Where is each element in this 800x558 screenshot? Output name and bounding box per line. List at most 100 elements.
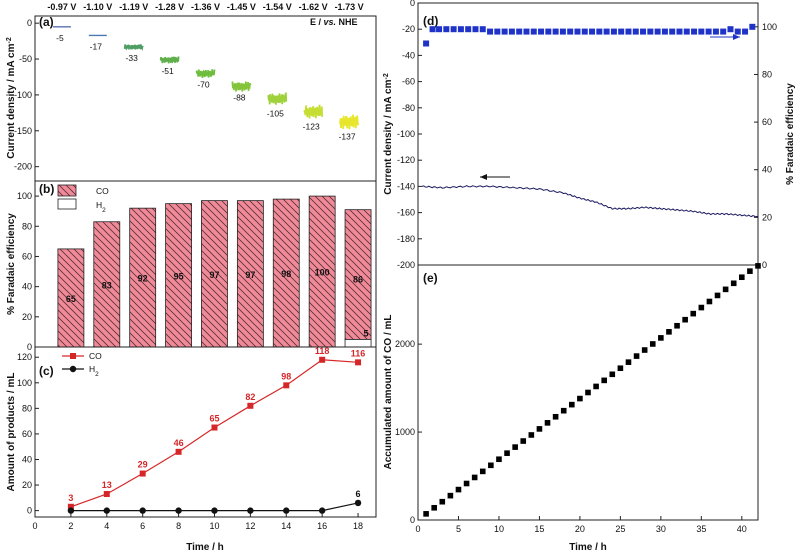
y-tick-label: 120 (17, 352, 32, 362)
y-tick-label: 60 (22, 429, 32, 439)
faradaic-efficiency-point (610, 28, 617, 35)
co-value-label: 118 (315, 346, 330, 356)
faradaic-efficiency-point (749, 23, 756, 30)
co-point (247, 402, 254, 409)
y-tick-label: 0 (410, 0, 415, 8)
panel-c-frame (34, 346, 377, 518)
faradaic-efficiency-point (552, 28, 559, 35)
x-tick-label: 0 (32, 521, 37, 531)
panel-a-frame (34, 15, 377, 182)
faradaic-efficiency-point (530, 28, 537, 35)
panel-b-legend: CO H2 (57, 184, 109, 214)
x-tick-label: 10 (494, 524, 504, 534)
x-tick-label: 2 (68, 521, 73, 531)
x-tick-label: 10 (209, 521, 219, 531)
left-arrow-head (480, 174, 487, 180)
panel-e-x-ticks: 0 5 10 15 20 25 30 35 40 (415, 516, 747, 534)
y-tick-label: -180 (397, 234, 415, 244)
y-tick-label: -100 (14, 90, 32, 100)
potential-label: -1.54 V (263, 2, 292, 12)
potential-label: -1.10 V (83, 2, 112, 12)
co-accumulated-point (722, 286, 729, 293)
h2-point (211, 507, 218, 514)
panel-c-series: 3 13 29 46 65 82 98 118 116 6 (67, 346, 365, 514)
co-point (355, 359, 362, 366)
potential-label: -1.19 V (119, 2, 148, 12)
co-accumulated-point (520, 438, 527, 444)
current-segment (339, 114, 359, 130)
co-accumulated-point (455, 486, 462, 493)
bar-h2-label: 5 (364, 328, 369, 338)
faradaic-efficiency-point (487, 28, 494, 35)
panel-d-frame (417, 2, 759, 266)
y-tick-label: -40 (402, 50, 415, 60)
current-segment (159, 56, 180, 64)
co-value-label: 82 (245, 392, 255, 402)
x-tick-label: 40 (737, 524, 747, 534)
co-point (283, 382, 290, 389)
co-accumulated-point (609, 371, 616, 378)
faradaic-efficiency-point (676, 28, 683, 35)
potential-label: -1.36 V (191, 2, 220, 12)
faradaic-efficiency-point (516, 28, 523, 35)
potential-label: -1.45 V (227, 2, 256, 12)
legend-marker-co (70, 353, 76, 359)
panel-a-label: (a) (39, 15, 54, 29)
co-value-label: 29 (138, 460, 148, 470)
legend-swatch-h2 (57, 198, 77, 210)
faradaic-efficiency-point (559, 28, 566, 35)
panel-e-points (423, 263, 761, 517)
co-accumulated-point (585, 389, 591, 396)
faradaic-efficiency-point (508, 28, 515, 35)
bar-co (272, 198, 300, 348)
y-tick-label: 0 (27, 342, 32, 352)
current-segment (123, 43, 144, 52)
faradaic-efficiency-point (661, 28, 668, 35)
y2-tick-label: 0 (762, 260, 767, 270)
h2-point (139, 507, 146, 514)
panel-b-label: (b) (39, 182, 54, 196)
bar-co-label: 86 (353, 274, 363, 284)
co-value-label: 13 (102, 480, 112, 490)
panel-d-right-y-ticks: 0 20 40 60 80 100 (754, 22, 777, 270)
co-accumulated-point (471, 474, 478, 481)
faradaic-efficiency-point (742, 28, 749, 35)
current-segment (267, 92, 288, 105)
bar-co-label: 92 (138, 274, 148, 284)
h2-point (318, 507, 326, 514)
co-accumulated-point (488, 462, 494, 469)
co-point (319, 356, 326, 363)
y-tick-label: 0 (27, 506, 32, 516)
faradaic-efficiency-point (574, 28, 581, 35)
faradaic-efficiency-point (545, 28, 552, 35)
faradaic-efficiency-point (450, 26, 457, 33)
y-tick-label: -160 (397, 208, 415, 218)
y-tick-label: 60 (22, 251, 32, 261)
potential-label: -1.73 V (335, 2, 364, 12)
faradaic-efficiency-point (429, 26, 436, 33)
co-accumulated-point (706, 298, 713, 305)
bar-co (344, 209, 372, 340)
co-accumulated-point (625, 359, 632, 365)
co-accumulated-point (666, 329, 672, 335)
potential-label: -1.62 V (299, 2, 328, 12)
y-tick-label: -140 (397, 181, 415, 191)
h2-point (283, 507, 290, 514)
co-accumulated-point (447, 492, 454, 499)
y-tick-label: -50 (19, 54, 32, 64)
y-tick-label: -80 (402, 103, 415, 113)
faradaic-efficiency-point (654, 28, 661, 35)
segment-value-label: -5 (56, 33, 64, 43)
panel-c-legend: CO H2 (62, 351, 102, 378)
panel-a-segments: -5 -17 -33 -51 -70 -88 -105 -123 -137 (52, 26, 359, 141)
co-accumulated-point (755, 263, 761, 269)
faradaic-efficiency-point (632, 28, 639, 35)
legend-marker-h2 (69, 365, 77, 373)
faradaic-efficiency-point (501, 28, 508, 35)
x-tick-label: 0 (415, 524, 420, 534)
right-arrow-head (733, 34, 740, 40)
faradaic-efficiency-point (712, 28, 719, 35)
panel-c-label: (c) (39, 364, 54, 378)
panel-a-y-axis-label: Current density / mA cm-2 (6, 37, 18, 159)
panel-e: (e) 0 1000 2000 0 5 10 15 20 25 30 35 40 Accumulat… (383, 263, 761, 553)
